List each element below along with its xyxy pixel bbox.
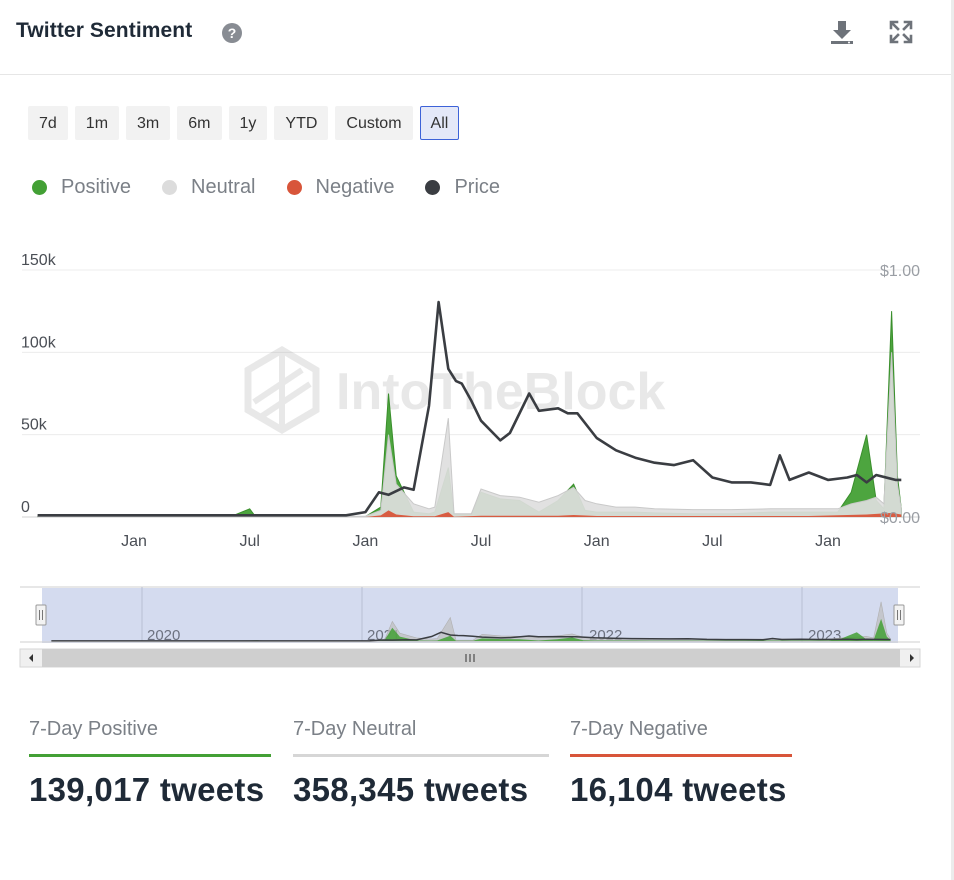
stat-neutral-label: 7-Day Neutral xyxy=(293,718,417,740)
legend-item-price[interactable]: Price xyxy=(425,176,500,199)
navigator-scrollbar[interactable] xyxy=(19,648,921,668)
panel-title: Twitter Sentiment xyxy=(16,19,193,42)
x-tick-label: Jan xyxy=(584,533,610,550)
stat-negative-label: 7-Day Negative xyxy=(570,718,708,740)
stat-positive: 7-Day Positive 139,017 tweets xyxy=(29,718,271,809)
navigator-selection xyxy=(42,588,898,643)
x-tick-label: Jan xyxy=(815,533,841,550)
range-button-6m[interactable]: 6m xyxy=(177,106,222,140)
chart-legend: Positive Neutral Negative Price xyxy=(32,176,531,199)
stat-neutral: 7-Day Neutral 358,345 tweets xyxy=(293,718,549,809)
help-icon[interactable]: ? xyxy=(222,23,242,43)
y-tick-label: 0 xyxy=(21,499,30,516)
panel-right-border xyxy=(951,0,954,880)
panel-header: Twitter Sentiment ? xyxy=(0,0,951,75)
legend-label-negative: Negative xyxy=(315,176,395,198)
range-button-3m[interactable]: 3m xyxy=(126,106,171,140)
legend-label-price: Price xyxy=(454,176,501,198)
range-button-custom[interactable]: Custom xyxy=(335,106,413,140)
x-tick-label: Jul xyxy=(702,533,722,550)
sentiment-chart[interactable]: IntoTheBlock 0 50k 100k 150k $0.00 $1.00 Jan Jul… xyxy=(0,250,951,680)
watermark-hex xyxy=(244,345,320,435)
navigator-year-label: 2023 xyxy=(808,627,841,644)
x-tick-label: Jan xyxy=(352,533,378,550)
y-right-tick-label: $1.00 xyxy=(880,263,920,280)
stat-positive-value: 139,017 tweets xyxy=(29,771,265,808)
watermark-text: IntoTheBlock xyxy=(336,363,665,421)
legend-dot-positive xyxy=(32,180,47,195)
expand-icon[interactable] xyxy=(887,18,915,46)
scroll-right-arrow-icon xyxy=(910,654,914,662)
legend-label-neutral: Neutral xyxy=(191,176,256,198)
series-neutral-area xyxy=(37,352,902,518)
scroll-left-arrow-icon xyxy=(29,654,33,662)
legend-item-neutral[interactable]: Neutral xyxy=(162,176,256,199)
navigator-price-line xyxy=(51,631,891,642)
handle-body xyxy=(35,604,47,626)
series-negative-area xyxy=(37,510,902,517)
scrollbar-thumb xyxy=(42,649,900,667)
range-button-1y[interactable]: 1y xyxy=(228,106,268,140)
stat-negative: 7-Day Negative 16,104 tweets xyxy=(570,718,792,809)
range-button-1m[interactable]: 1m xyxy=(74,106,120,140)
navigator-right-handle[interactable] xyxy=(893,604,905,626)
x-tick-label: Jan xyxy=(121,533,147,550)
y-tick-label: 150k xyxy=(21,252,57,269)
watermark-hex-lines xyxy=(252,350,312,430)
range-selector: 7d 1m 3m 6m 1y YTD Custom All xyxy=(28,106,460,140)
stat-neutral-value: 358,345 tweets xyxy=(293,771,529,808)
stat-neutral-underline xyxy=(293,754,549,757)
range-button-all[interactable]: All xyxy=(419,106,460,140)
navigator-left-handle[interactable] xyxy=(35,604,47,626)
x-tick-label: Jul xyxy=(239,533,259,550)
y-right-tick-label: $0.00 xyxy=(880,510,920,527)
y-tick-label: 50k xyxy=(21,417,48,434)
legend-dot-price xyxy=(425,180,441,195)
legend-item-positive[interactable]: Positive xyxy=(32,176,131,199)
x-tick-label: Jul xyxy=(471,533,491,550)
range-navigator[interactable]: 2020 2021 2022 2023 xyxy=(19,586,921,668)
legend-item-negative[interactable]: Negative xyxy=(286,176,395,199)
legend-dot-negative xyxy=(286,180,302,195)
navigator-year-label: 2020 xyxy=(147,627,180,644)
handle-body xyxy=(893,604,905,626)
legend-label-positive: Positive xyxy=(61,176,132,198)
range-button-ytd[interactable]: YTD xyxy=(274,106,329,140)
watermark-logo: IntoTheBlock xyxy=(244,345,665,435)
download-icon[interactable] xyxy=(828,18,856,46)
legend-dot-neutral xyxy=(162,180,178,195)
stat-negative-underline xyxy=(570,754,792,757)
navigator-year-label: 2022 xyxy=(589,627,622,644)
stat-positive-label: 7-Day Positive xyxy=(29,718,158,740)
y-tick-label: 100k xyxy=(21,334,57,351)
stat-negative-value: 16,104 tweets xyxy=(570,771,787,808)
range-button-7d[interactable]: 7d xyxy=(28,106,68,140)
stat-positive-underline xyxy=(29,754,271,757)
series-price-line xyxy=(37,300,902,517)
